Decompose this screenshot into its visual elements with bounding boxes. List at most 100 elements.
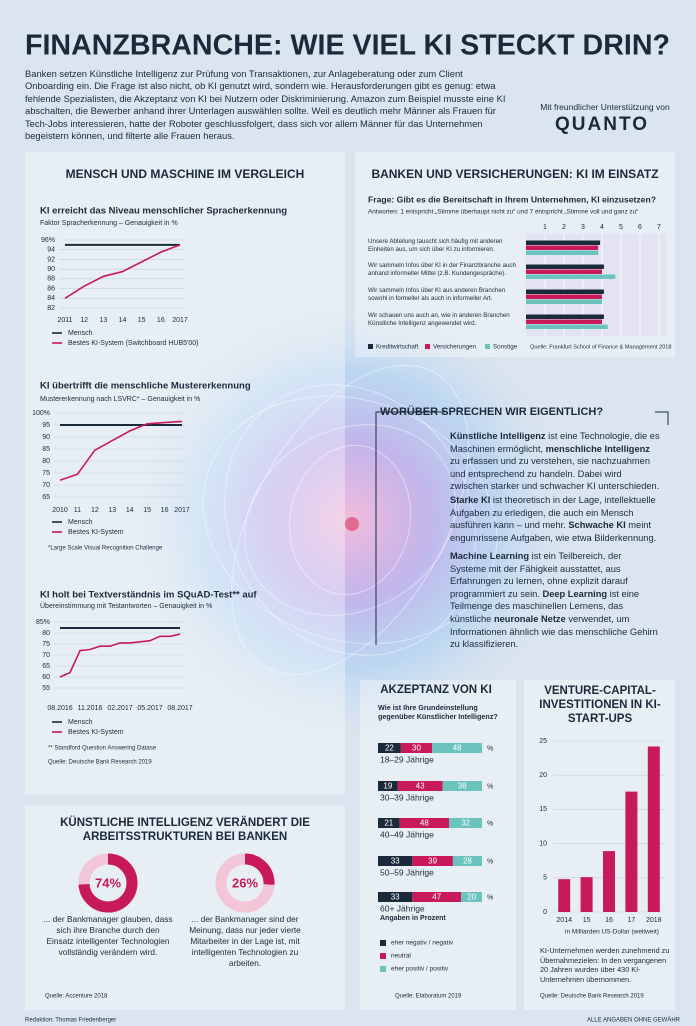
y-tick-label: 55 bbox=[42, 685, 50, 692]
legend-label: Sonstige bbox=[493, 344, 518, 351]
bar-segment bbox=[378, 892, 413, 902]
x-tick-label: 08.2016 bbox=[47, 705, 72, 712]
x-tick-label: 11 bbox=[74, 507, 81, 514]
bar bbox=[526, 314, 604, 319]
chart-title: KI holt bei Textverständnis im SQuAD-Tes… bbox=[40, 590, 257, 601]
x-tick-label: 2017 bbox=[172, 317, 188, 324]
category-label: 40–49 Jährige bbox=[380, 829, 434, 839]
value-label: 28 bbox=[463, 857, 472, 866]
x-tick-label: 15 bbox=[138, 317, 146, 324]
y-tick-label: 80 bbox=[42, 458, 50, 465]
value-label: 19 bbox=[383, 782, 392, 791]
bar bbox=[526, 269, 602, 274]
chart-source: Quelle: Accenture 2018 bbox=[45, 994, 108, 1000]
line-series bbox=[59, 420, 183, 481]
bar bbox=[603, 851, 615, 912]
bar-segment bbox=[461, 892, 482, 902]
bar bbox=[526, 274, 616, 279]
bar bbox=[526, 289, 604, 294]
y-tick-label: 65 bbox=[42, 494, 50, 501]
chart-note: KI-Unternehmen werden zunehmend zu Übern… bbox=[540, 946, 670, 984]
term: Machine Learning bbox=[450, 551, 530, 561]
section-title: BANKEN UND VERSICHERUNGEN: KI IM EINSATZ bbox=[371, 167, 658, 181]
y-tick-label: 86 bbox=[47, 285, 55, 292]
category-label: Wir sammeln Infos über KI in der Finanzb… bbox=[368, 262, 516, 277]
bar bbox=[526, 245, 599, 250]
value-label: 30 bbox=[412, 744, 421, 753]
x-tick-label: 15 bbox=[583, 917, 591, 924]
legend-swatch bbox=[380, 940, 386, 946]
legend-label: Bestes KI-System (Switchboard HUB5'00) bbox=[68, 340, 199, 347]
text: ist eine Technologie, die es Maschinen e… bbox=[450, 431, 660, 454]
legend-label: Bestes KI-System bbox=[68, 729, 124, 736]
bar bbox=[625, 791, 638, 912]
x-tick-label: 2014 bbox=[556, 917, 572, 924]
axis-label: in Milliarden US-Dollar (weltweit) bbox=[565, 929, 659, 936]
panel bbox=[360, 680, 516, 1010]
y-tick-label: 65 bbox=[42, 663, 50, 670]
glossary-paragraph: Machine Learning ist ein Teilbereich, de… bbox=[450, 550, 660, 651]
legend-swatch bbox=[485, 344, 490, 349]
y-tick-label: 95 bbox=[42, 422, 50, 429]
y-tick-label: 70 bbox=[42, 482, 50, 489]
donut-caption: ... der Bankmanager glauben, dass sich i… bbox=[43, 914, 173, 957]
legend-label: Mensch bbox=[68, 519, 93, 526]
sponsor: Mit freundlicher Unterstützung von bbox=[540, 102, 670, 112]
bar-segment bbox=[449, 818, 482, 828]
category-label: Wir schauen uns auch an, wie in anderen … bbox=[368, 312, 510, 327]
legend-label: neutral bbox=[391, 953, 411, 960]
x-tick-label: 2018 bbox=[646, 917, 662, 924]
y-tick-label: 70 bbox=[42, 652, 50, 659]
value-label: 43 bbox=[416, 782, 425, 791]
category-label: 60+ Jährige bbox=[380, 903, 425, 913]
donut-arc bbox=[78, 853, 138, 913]
chart-subtitle: Wie ist Ihre Grundeinstellung gegenüber … bbox=[378, 703, 498, 721]
bar-segment bbox=[452, 856, 482, 866]
x-tick-label: 14 bbox=[126, 507, 134, 514]
y-tick-label: 96% bbox=[41, 237, 55, 244]
x-tick-label: 2011 bbox=[57, 317, 72, 324]
y-tick-label: 82 bbox=[47, 305, 55, 312]
legend-label: eher negativ / negativ bbox=[391, 940, 454, 947]
value-label: 22 bbox=[385, 744, 394, 753]
y-tick-label: 100% bbox=[32, 410, 50, 417]
chart-title: VENTURE-CAPITAL-INVESTITIONEN IN KI-STAR… bbox=[539, 685, 661, 725]
bar bbox=[526, 250, 599, 255]
line-series bbox=[64, 244, 181, 299]
text: ist eine Teilmenge des maschinellen Lern… bbox=[450, 588, 640, 624]
y-tick-label: 0 bbox=[543, 909, 547, 916]
chart-title: KI übertrifft die menschliche Mustererke… bbox=[40, 381, 251, 392]
value-label: 32 bbox=[461, 819, 470, 828]
category-label: Unsere Abteilung tauscht sich häufig mit… bbox=[368, 238, 503, 253]
legend-label: Versicherungen bbox=[433, 344, 477, 351]
text: ist ein Teilbereich, der Systeme mit der… bbox=[450, 551, 628, 599]
bar bbox=[558, 879, 571, 912]
y-tick-label: 94 bbox=[47, 247, 55, 254]
chart-note: ** Standford Question Answering Datase bbox=[48, 746, 157, 752]
glossary-paragraph: Künstliche Intelligenz ist eine Technolo… bbox=[450, 430, 660, 493]
chart-title: Frage: Gibt es die Bereitschaft in Ihrem… bbox=[368, 194, 656, 204]
x-tick-label: 16 bbox=[157, 317, 165, 324]
y-tick-label: 20 bbox=[539, 772, 547, 779]
unit-label: % bbox=[487, 858, 493, 865]
x-tick-label: 13 bbox=[108, 507, 116, 514]
category-label: 30–39 Jährige bbox=[380, 792, 434, 802]
bar bbox=[647, 746, 660, 912]
y-tick-label: 5 bbox=[543, 875, 547, 882]
line-series bbox=[59, 633, 181, 678]
bar-segment bbox=[397, 781, 443, 791]
y-tick-label: 80 bbox=[42, 630, 50, 637]
section-title: MENSCH UND MASCHINE IM VERGLEICH bbox=[66, 167, 305, 181]
y-tick-label: 90 bbox=[47, 266, 55, 273]
x-tick-label: 1 bbox=[543, 224, 547, 231]
unit-label: % bbox=[487, 820, 493, 827]
y-tick-label: 15 bbox=[539, 806, 547, 813]
panel bbox=[25, 805, 345, 1010]
donut-arc bbox=[215, 853, 275, 913]
term: Deep Learning bbox=[542, 588, 608, 599]
text: meint engumrissene Aufgaben, wie etwa Bi… bbox=[450, 520, 657, 543]
bar bbox=[526, 294, 602, 299]
bar-segment bbox=[378, 818, 400, 828]
legend-swatch bbox=[380, 966, 386, 972]
